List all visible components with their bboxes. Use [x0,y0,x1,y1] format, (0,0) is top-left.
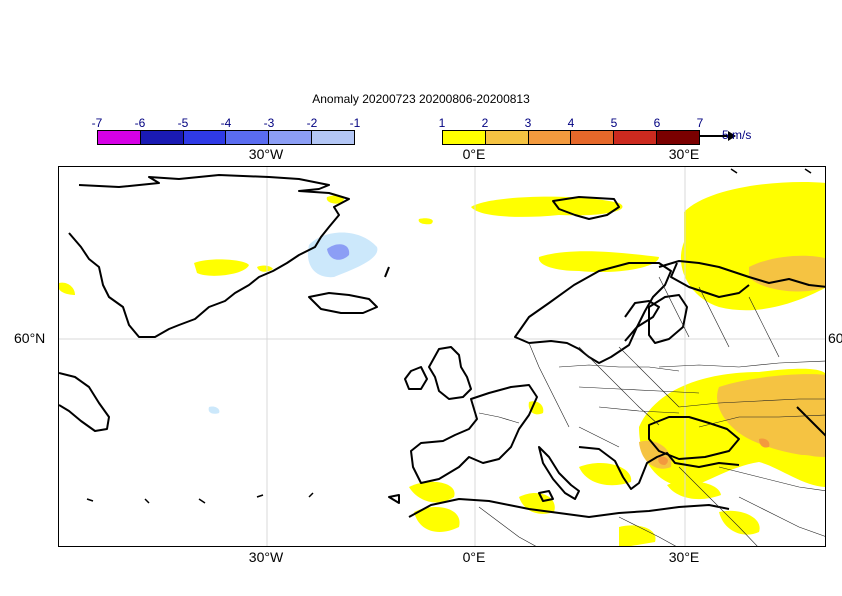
colorbar-swatch [312,131,354,144]
cb-pos-tick: 6 [653,116,661,130]
cb-pos-tick: 2 [481,116,489,130]
country-borders [478,276,825,546]
positive-colorbar-ticks: 1 2 3 4 5 6 7 [438,116,704,130]
positive-colorbar [442,130,700,145]
lon-label-top: 30°E [668,146,700,162]
cb-neg-tick: -3 [263,116,275,130]
cb-neg-tick: -4 [220,116,232,130]
wind-vectors [86,168,812,504]
lon-label-bottom: 30°W [248,549,284,565]
cb-pos-tick: 4 [567,116,575,130]
colorbar-swatch [269,131,313,144]
negative-colorbar-ticks: -7 -6 -5 -4 -3 -2 -1 [92,116,361,130]
colorbar-swatch [614,131,658,144]
lon-label-bottom: 30°E [668,549,700,565]
cb-neg-tick: -2 [306,116,318,130]
colorbar-swatch [485,131,529,144]
colorbar-swatch [140,131,184,144]
cb-pos-tick: 3 [524,116,532,130]
reference-vector-arrow-icon [700,131,736,141]
lon-label-bottom: 0°E [462,549,486,565]
negative-colorbar [97,130,355,145]
negative-anomaly-shading [208,232,378,414]
colorbar-swatch [183,131,227,144]
lon-label-top: 30°W [248,146,284,162]
colorbar-swatch [443,131,486,144]
positive-anomaly-shading [59,182,825,546]
graticule-lines [59,167,825,546]
colorbar-swatch [528,131,572,144]
cb-neg-tick: -7 [91,116,103,130]
cb-pos-tick: 1 [438,116,446,130]
colorbar-swatch [98,131,141,144]
reference-vector-label: 5 m/s [722,128,752,142]
colorbar-swatch [571,131,615,144]
cb-pos-tick: 5 [610,116,618,130]
cb-neg-tick: -5 [177,116,189,130]
colorbar-swatch [226,131,270,144]
cb-neg-tick: -1 [349,116,361,130]
cb-neg-tick: -6 [134,116,146,130]
map-canvas [59,167,825,546]
cb-pos-tick: 7 [696,116,704,130]
lat-label-right: 60 [828,330,842,346]
coastlines [59,174,825,518]
map-title: Anomaly 20200723 20200806-20200813 [312,92,530,106]
colorbar-swatch [657,131,699,144]
lon-label-top: 0°E [462,146,486,162]
map-panel [58,166,826,547]
lat-label-left: 60°N [14,330,46,346]
